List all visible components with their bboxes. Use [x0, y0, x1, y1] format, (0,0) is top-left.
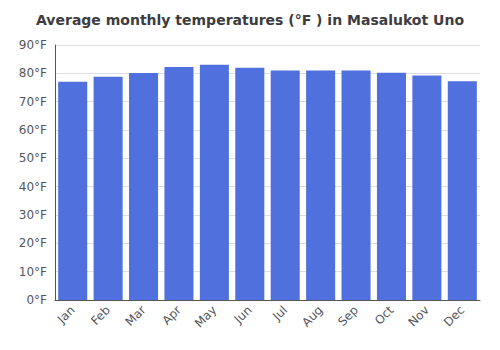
svg-text:Dec: Dec — [441, 303, 467, 329]
svg-text:Oct: Oct — [372, 303, 397, 328]
svg-text:Sep: Sep — [335, 303, 361, 329]
svg-text:0°F: 0°F — [26, 293, 47, 307]
svg-text:Mar: Mar — [123, 303, 149, 329]
svg-text:Jan: Jan — [54, 303, 78, 327]
svg-text:Apr: Apr — [159, 303, 184, 328]
svg-text:10°F: 10°F — [19, 265, 47, 279]
svg-text:70°F: 70°F — [19, 95, 47, 109]
svg-text:Aug: Aug — [299, 303, 325, 329]
svg-text:Jul: Jul — [269, 303, 290, 324]
svg-text:Jun: Jun — [231, 303, 255, 327]
svg-text:Average monthly temperatures (: Average monthly temperatures (°F ) in Ma… — [36, 12, 464, 28]
svg-text:Feb: Feb — [88, 303, 113, 328]
svg-text:40°F: 40°F — [19, 180, 47, 194]
svg-text:20°F: 20°F — [19, 236, 47, 250]
svg-text:Nov: Nov — [405, 303, 431, 329]
svg-text:80°F: 80°F — [19, 66, 47, 80]
svg-text:30°F: 30°F — [19, 208, 47, 222]
svg-text:May: May — [192, 303, 219, 330]
svg-text:60°F: 60°F — [19, 123, 47, 137]
svg-text:50°F: 50°F — [19, 151, 47, 165]
svg-text:90°F: 90°F — [19, 38, 47, 52]
